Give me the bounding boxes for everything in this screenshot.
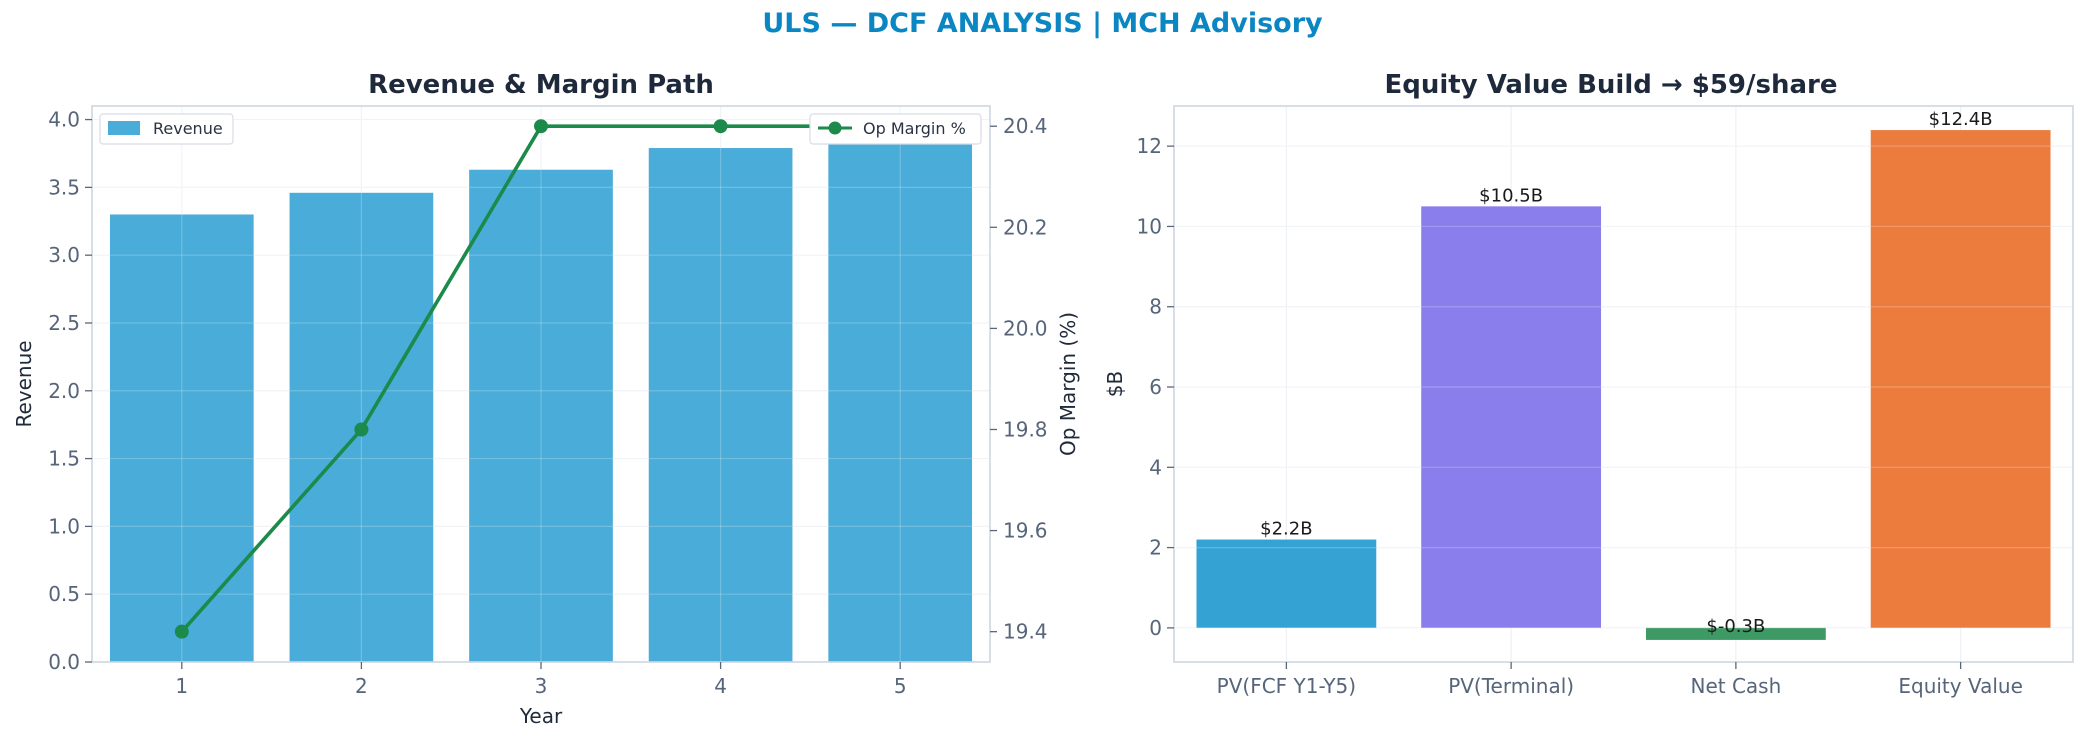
revenue-bar <box>469 169 613 663</box>
plot-frame <box>1173 105 2074 663</box>
y-tick-label: 6 <box>1149 375 1162 399</box>
y-tick-label: 3.0 <box>48 243 80 267</box>
y-tick-label: 2.0 <box>48 379 80 403</box>
equity-bar <box>1421 206 1602 628</box>
x-tick-label: PV(Terminal) <box>1448 674 1574 698</box>
chart-title-revenue-margin: Revenue & Margin Path <box>368 70 714 100</box>
y-tick-label: 1.0 <box>48 514 80 538</box>
equity-value-chart: Equity Value Build → $59/share 0 2 4 6 8 10 12… <box>1103 70 2074 698</box>
revenue-bars <box>92 106 990 663</box>
revenue-bar <box>109 214 254 663</box>
legend-op-margin: Op Margin % <box>809 113 982 145</box>
x-tick-label: 1 <box>175 674 188 698</box>
y-tick-label: 10 <box>1137 214 1162 238</box>
x-tick-label: Equity Value <box>1898 674 2023 698</box>
op-margin-point <box>174 624 189 639</box>
legend-label-revenue: Revenue <box>153 119 223 138</box>
y-tick-label: 0.5 <box>48 582 80 606</box>
y-axis-label: $B <box>1103 371 1127 397</box>
bar-value-label: $2.2B <box>1260 519 1312 540</box>
bar-value-labels: $2.2B $10.5B $-0.3B $12.4B <box>1260 109 1992 637</box>
revenue-bar <box>828 126 973 663</box>
y-right-tick-label: 19.4 <box>1003 620 1048 644</box>
figure-title: ULS — DCF ANALYSIS | MCH Advisory <box>762 8 1323 39</box>
y-right-tick-label: 20.0 <box>1003 316 1048 340</box>
bar-value-label: $12.4B <box>1929 109 1993 130</box>
revenue-bar <box>648 148 793 663</box>
axis-ticks: 0 2 4 6 8 10 12 PV(FCF Y1-Y5) PV(Terminal) Net Ca… <box>1137 134 2023 698</box>
x-tick-label: 3 <box>535 674 548 698</box>
y-tick-label: 12 <box>1137 134 1162 158</box>
op-margin-point <box>354 422 369 437</box>
equity-bar <box>1645 627 1826 640</box>
legend-revenue: Revenue <box>99 113 234 145</box>
bar-value-label: $10.5B <box>1479 185 1543 206</box>
legend-marker-op-margin <box>828 121 842 135</box>
legend-label-op-margin: Op Margin % <box>863 119 966 138</box>
y-right-tick-label: 20.2 <box>1003 215 1048 239</box>
chart-title-equity-build: Equity Value Build → $59/share <box>1385 70 1838 100</box>
legend-swatch-revenue <box>108 121 140 135</box>
y-tick-label: 2 <box>1149 536 1162 560</box>
y-tick-label: 3.5 <box>48 175 80 199</box>
x-tick-label: 5 <box>894 674 907 698</box>
op-margin-point <box>713 119 728 134</box>
y-tick-label: 2.5 <box>48 311 80 335</box>
y-axis-right-label: Op Margin (%) <box>1056 312 1080 456</box>
x-tick-label: PV(FCF Y1-Y5) <box>1217 674 1356 698</box>
legend-box <box>809 113 982 145</box>
y-right-tick-label: 19.6 <box>1003 519 1048 543</box>
equity-bar <box>1196 539 1377 628</box>
equity-bars <box>1174 130 2073 640</box>
bar-value-label: $-0.3B <box>1706 616 1765 637</box>
y-tick-label: 0.0 <box>48 650 80 674</box>
y-tick-label: 4 <box>1149 455 1162 479</box>
y-tick-label: 4.0 <box>48 108 80 132</box>
y-tick-label: 1.5 <box>48 447 80 471</box>
y-axis-label: Revenue <box>12 340 36 427</box>
op-margin-point <box>534 119 548 134</box>
y-tick-label: 0 <box>1149 616 1162 640</box>
axis-ticks: 0.0 0.5 1.0 1.5 2.0 2.5 3.0 3.5 4.0 19.4 19.6 19.8 2… <box>48 108 1047 698</box>
y-tick-label: 8 <box>1149 295 1162 319</box>
revenue-margin-chart: Revenue & Margin Path 0.0 0.5 1.0 1.5 2.0 2.5… <box>12 70 1080 728</box>
y-right-tick-label: 19.8 <box>1003 417 1048 441</box>
y-right-tick-label: 20.4 <box>1003 114 1048 138</box>
x-axis-label: Year <box>519 704 563 728</box>
x-tick-label: Net Cash <box>1690 674 1781 698</box>
x-tick-label: 2 <box>355 674 368 698</box>
x-tick-label: 4 <box>714 674 727 698</box>
equity-bar <box>1870 130 2051 628</box>
